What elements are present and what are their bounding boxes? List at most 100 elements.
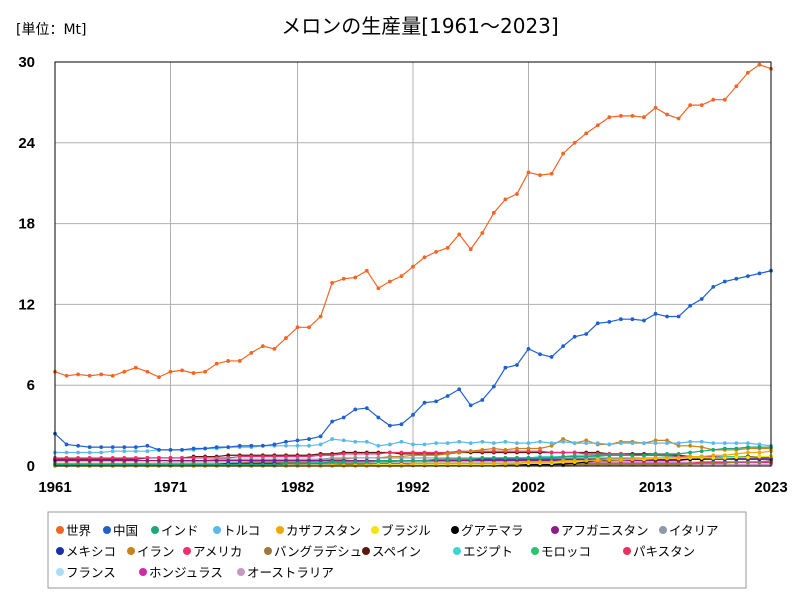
data-point (249, 443, 254, 448)
legend-label: カザフスタン (286, 523, 361, 538)
data-point (618, 453, 623, 458)
legend-marker (151, 526, 159, 534)
legend-item: アフガニスタン (551, 523, 649, 538)
data-point (561, 450, 566, 455)
data-point (468, 449, 473, 454)
data-point (688, 439, 693, 444)
legend-item: グアテマラ (451, 523, 524, 538)
data-point (353, 451, 358, 456)
data-point (515, 456, 519, 460)
legend-label: バングラデシュ (274, 544, 362, 559)
data-point (295, 461, 300, 466)
data-point (168, 447, 173, 452)
data-point (468, 441, 473, 446)
data-point (157, 458, 161, 463)
data-point (734, 84, 739, 89)
data-point (307, 454, 311, 459)
data-point (411, 461, 415, 466)
data-point (457, 387, 462, 392)
legend: 世界 中国 インド トルコ カザフスタン ブラジル グアテマラ アフガニスタン イタリアメキシコ… (56, 523, 719, 580)
data-point (203, 456, 208, 460)
data-point (503, 365, 508, 370)
data-point (549, 443, 554, 448)
data-point (422, 255, 427, 260)
data-point (711, 447, 716, 452)
legend-item: 中国 (103, 523, 138, 538)
data-point (180, 447, 184, 452)
data-point (260, 443, 265, 448)
data-point (457, 457, 462, 462)
legend-item: カザフスタン (276, 523, 361, 538)
data-point (272, 454, 277, 459)
data-point (642, 318, 646, 323)
data-point (145, 456, 150, 460)
data-point (688, 454, 693, 459)
data-point (699, 454, 704, 459)
data-point (376, 415, 381, 420)
data-point (526, 441, 531, 446)
data-point (642, 456, 646, 460)
data-point (145, 458, 150, 463)
legend-marker (103, 526, 111, 534)
legend-item: イタリア (659, 523, 719, 538)
data-point (272, 346, 277, 351)
y-tick-label: 18 (18, 216, 35, 233)
data-point (526, 446, 531, 451)
data-point (584, 441, 589, 446)
data-point (260, 454, 265, 459)
data-point (538, 439, 542, 444)
data-point (746, 460, 750, 464)
data-point (260, 458, 265, 463)
data-point (595, 321, 600, 326)
data-point (561, 151, 566, 156)
data-point (711, 441, 716, 446)
data-point (445, 441, 450, 446)
legend-item: スペイン (362, 544, 421, 559)
data-point (284, 461, 288, 466)
y-tick-label: 24 (18, 135, 35, 152)
data-point (341, 460, 346, 464)
data-point (584, 332, 589, 336)
data-point (330, 437, 335, 441)
legend-marker (362, 547, 370, 555)
data-point (699, 445, 704, 450)
data-point (584, 451, 589, 456)
legend-label: インド (161, 523, 199, 538)
data-point (364, 439, 369, 444)
legend-item: アメリカ (183, 544, 242, 559)
data-point (122, 449, 127, 454)
data-point (145, 443, 150, 448)
data-point (746, 445, 750, 450)
x-tick-label: 2023 (754, 479, 787, 496)
data-point (549, 456, 554, 460)
data-point (157, 375, 161, 380)
data-point (191, 446, 196, 451)
data-point (364, 406, 369, 410)
data-point (330, 460, 335, 464)
data-point (711, 284, 716, 289)
data-point (376, 456, 381, 460)
data-point (480, 447, 485, 452)
legend-marker (237, 568, 245, 576)
data-point (237, 454, 242, 459)
data-point (411, 456, 415, 460)
data-point (607, 457, 612, 462)
data-point (722, 453, 727, 458)
data-point (699, 461, 704, 466)
gridlines (55, 62, 771, 466)
data-point (734, 455, 739, 460)
data-point (318, 442, 323, 447)
data-point (226, 458, 231, 463)
data-point (157, 456, 161, 460)
data-point (561, 437, 566, 441)
data-point (422, 442, 427, 447)
legend-label: トルコ (223, 523, 260, 538)
data-point (214, 445, 219, 450)
legend-label: オーストラリア (247, 565, 334, 580)
data-point (376, 443, 381, 448)
data-point (734, 276, 739, 281)
data-point (491, 446, 496, 451)
legend-label: 中国 (113, 523, 138, 538)
data-point (526, 456, 531, 460)
data-point (538, 449, 542, 454)
